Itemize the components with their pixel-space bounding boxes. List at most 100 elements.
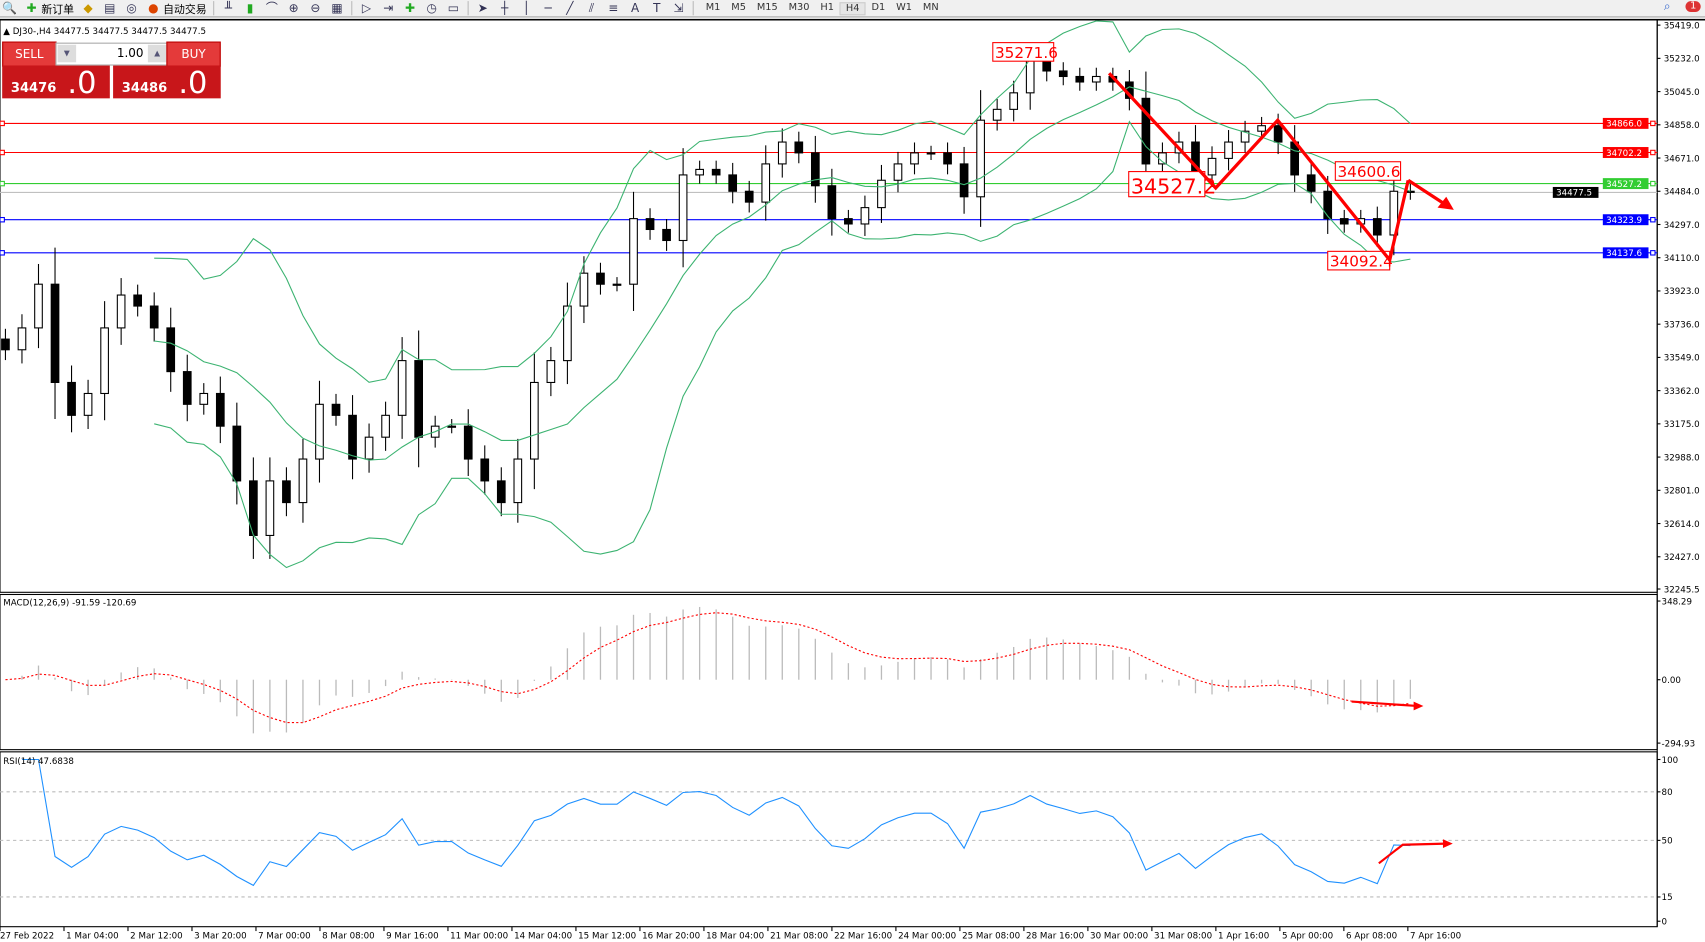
trendline-icon[interactable]: ╱ (566, 0, 574, 15)
auto-trading-button[interactable]: ● 自动交易 (146, 0, 207, 16)
bull-candle (777, 141, 787, 165)
market-watch-icon[interactable]: ◆ (83, 0, 93, 15)
fibonacci-icon[interactable]: ≡ (608, 0, 619, 15)
zoom-out-icon[interactable]: ⊖ (310, 0, 321, 15)
bull-candle (761, 163, 771, 203)
level-handle-right (1650, 149, 1656, 156)
timeframe-h4[interactable]: H4 (839, 1, 867, 15)
line-chart-icon[interactable]: ⌒ (265, 0, 278, 15)
level-price-label: 34323.9 (1606, 216, 1642, 226)
price-tick-label: 34858.0 (1664, 121, 1700, 131)
arrows-icon[interactable]: ⇲ (673, 0, 684, 15)
macd-tick-label: -294.93 (1662, 739, 1696, 749)
rsi-label: RSI(14) 47.6838 (3, 757, 74, 767)
templates-icon[interactable]: ▭ (447, 0, 460, 15)
level-price-tag (1602, 117, 1649, 129)
timeframe-d1[interactable]: D1 (871, 1, 886, 13)
equidistant-channel-icon[interactable]: ⫽ (588, 0, 595, 15)
level-handle-left (0, 180, 5, 187)
plus-icon: ✚ (26, 0, 37, 15)
navigator-icon[interactable]: ◎ (126, 0, 137, 15)
time-label: 27 Feb 2022 (0, 932, 54, 942)
vertical-line-icon[interactable]: │ (522, 0, 530, 15)
bear-candle (1306, 174, 1316, 192)
sell-price-button[interactable]: 34476 .0 (2, 65, 110, 99)
bull-candle (1009, 92, 1019, 110)
time-label: 1 Apr 16:00 (1218, 932, 1269, 942)
level-price-label: 34137.6 (1606, 249, 1642, 259)
bear-candle (215, 392, 225, 427)
bear-candle (1406, 190, 1415, 193)
timeframe-h1[interactable]: H1 (820, 1, 834, 13)
candlestick-icon[interactable]: ▮ (246, 0, 254, 15)
bull-candle (315, 403, 324, 460)
bear-candle (1273, 125, 1283, 143)
horizontal-line-icon[interactable]: ─ (544, 0, 552, 15)
bull-candle (893, 163, 903, 181)
bear-candle (282, 480, 291, 504)
arrowhead-icon (1442, 839, 1453, 849)
right-tools: ⌕ 1 (1660, 0, 1701, 13)
periods-clock-icon[interactable]: ◷ (426, 0, 437, 15)
bear-candle (827, 185, 837, 220)
search-icon[interactable]: ⌕ (1663, 0, 1671, 14)
zoom-in-icon[interactable]: ⊕ (288, 0, 299, 15)
time-label: 14 Mar 04:00 (514, 932, 572, 942)
price-annotation-box (1334, 161, 1402, 181)
price-tick-label: 32427.0 (1664, 553, 1700, 563)
level-handle-right (1650, 250, 1656, 256)
lot-size-stepper[interactable]: ▼ 1.00 ▲ (55, 42, 169, 66)
timeframe-w1[interactable]: W1 (896, 1, 913, 13)
bull-candle (976, 119, 985, 198)
macd-arrow (1351, 700, 1417, 708)
bull-candle (695, 168, 704, 176)
bear-candle (1372, 218, 1382, 236)
timeframe-mn[interactable]: MN (922, 1, 939, 13)
lot-input[interactable]: 1.00 (116, 45, 144, 61)
timeframe-m5[interactable]: M5 (731, 1, 746, 13)
bar-chart-icon[interactable]: ╨ (224, 0, 232, 15)
time-label: 2 Mar 12:00 (130, 932, 183, 942)
time-label: 9 Mar 16:00 (386, 932, 439, 942)
symbol-quote: DJ30-,H4 34477.5 34477.5 34477.5 34477.5 (12, 26, 206, 37)
price-tick-label: 34484.0 (1664, 188, 1700, 198)
decrease-lot-icon[interactable]: ▼ (57, 44, 77, 63)
bear-candle (662, 228, 671, 242)
price-tick-label: 32245.5 (1664, 585, 1700, 595)
bear-candle (744, 190, 754, 203)
auto-trading-icon: ● (148, 0, 159, 15)
level-handle-right (1650, 216, 1656, 223)
bull-candle (629, 218, 638, 285)
timeframe-m1[interactable]: M1 (705, 1, 721, 13)
zoom-tool-icon[interactable]: 🔍 (2, 0, 18, 15)
time-label: 5 Apr 00:00 (1282, 932, 1333, 942)
bear-candle (480, 458, 490, 482)
chart-shift-icon[interactable]: ⇥ (383, 0, 394, 15)
timeframe-m30[interactable]: M30 (788, 1, 810, 13)
timeframe-m15[interactable]: M15 (756, 1, 778, 13)
data-window-icon[interactable]: ▤ (104, 0, 116, 15)
buy-button[interactable]: BUY (166, 41, 221, 67)
macd-signal-line (5, 612, 1411, 724)
bear-candle (232, 425, 242, 482)
level-handle-left (0, 120, 5, 127)
indicators-icon[interactable]: ✚ (404, 0, 415, 15)
new-order-button[interactable]: ✚ 新订单 (24, 0, 74, 16)
tile-windows-icon[interactable]: ▦ (331, 0, 343, 15)
crosshair-icon[interactable]: ┼ (500, 0, 509, 15)
increase-lot-icon[interactable]: ▲ (147, 44, 167, 63)
bull-candle (926, 152, 936, 155)
buy-price-button[interactable]: 34486 .0 (113, 65, 221, 99)
sell-price: 34476 (10, 79, 57, 96)
autoscroll-icon[interactable]: ▷ (361, 0, 372, 15)
price-annotation: 34600.6 (1338, 163, 1401, 181)
sell-button[interactable]: SELL (2, 41, 57, 67)
text-label-icon[interactable]: T (653, 0, 661, 15)
notification-badge[interactable]: 1 (1685, 1, 1701, 13)
rsi-line (21, 758, 1411, 887)
price-tick-label: 33736.0 (1664, 320, 1700, 330)
bull-candle (199, 392, 209, 405)
text-icon[interactable]: A (630, 0, 640, 15)
cursor-icon[interactable]: ➤ (477, 0, 488, 15)
